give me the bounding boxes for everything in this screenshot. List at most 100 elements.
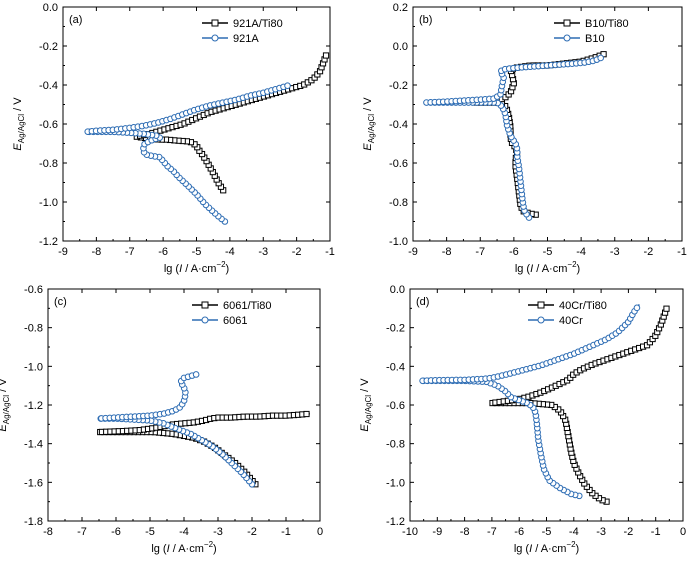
x-tick-label: -7 [475, 246, 485, 258]
y-tick-label: -1.0 [386, 477, 405, 489]
x-tick-label: -1 [325, 246, 335, 258]
data-marker [284, 82, 291, 90]
y-tick-label: -0.6 [386, 400, 405, 412]
legend-label: 921A/Ti80 [233, 18, 283, 30]
y-axis-label: EAg/AgCl / V [362, 97, 376, 151]
x-tick-label: -8 [460, 526, 470, 538]
y-tick-label: 0.0 [43, 2, 58, 14]
y-tick-label: -0.2 [39, 41, 58, 53]
y-tick-label: -1.2 [39, 236, 58, 248]
data-marker [303, 410, 310, 418]
series-line-B10/Ti80 [476, 53, 605, 216]
y-tick-label: -1.0 [389, 236, 408, 248]
x-tick-label: -5 [542, 526, 552, 538]
chart-panel-4: -10 -9 -8 -7 -6 -5 -4 -3 -2 -1 00.0-0.2-0.4-0.6-0.… [359, 284, 686, 555]
x-tick-label: -3 [213, 526, 223, 538]
legend-marker [211, 19, 219, 27]
y-tick-label: -1.0 [39, 197, 58, 209]
y-tick-label: -0.8 [39, 158, 58, 170]
chart-panel-1: -9 -8 -7 -6 -5 -4 -3 -2 -1 0.0 -0.2 -0.4 -0.6 -0.8 -1.… [12, 2, 335, 275]
y-tick-label: -0.6 [39, 119, 58, 131]
x-tick-label: -4 [179, 526, 189, 538]
panel-label: (a) [69, 14, 82, 26]
x-tick-label: -8 [43, 526, 53, 538]
x-tick-label: -8 [442, 246, 452, 258]
x-tick-label: -2 [247, 526, 257, 538]
data-marker [597, 54, 604, 62]
y-tick-label: -0.4 [39, 80, 58, 92]
legend-marker [537, 316, 545, 324]
x-tick-label: -9 [58, 246, 68, 258]
series-line-921A [86, 84, 291, 223]
legend-label: B10/Ti80 [585, 18, 629, 30]
x-tick-label: -1 [281, 526, 291, 538]
y-tick-label: -1.8 [24, 516, 43, 528]
x-tick-label: -2 [643, 246, 653, 258]
y-tick-label: -1.0 [24, 361, 43, 373]
y-tick-label: 0.0 [390, 284, 405, 296]
legend-label: 921A [233, 33, 259, 45]
x-tick-label: -6 [111, 526, 121, 538]
x-tick-label: -5 [192, 246, 202, 258]
y-tick-label: -0.8 [24, 323, 43, 335]
chart-panel-3: -8 -7 -6 -5 -4 -3 -2 -1 0 -0.6 -0.8 -1.0 -1.2 -1.4 -1.… [0, 284, 323, 555]
x-tick-label: -3 [258, 246, 268, 258]
x-tick-label: -1 [677, 246, 687, 258]
y-axis-label: EAg/AgCl / V [12, 97, 26, 151]
x-axis-label: lg (I / A·cm−2) [514, 540, 579, 555]
legend-label: 40Cr/Ti80 [559, 300, 607, 312]
y-tick-label: -0.8 [389, 197, 408, 209]
x-tick-label: -2 [624, 526, 634, 538]
y-tick-label: -0.4 [389, 119, 408, 131]
x-tick-label: -6 [509, 246, 519, 258]
x-tick-label: -9 [408, 246, 418, 258]
legend-label: 40Cr [559, 315, 583, 327]
x-tick-label: -9 [432, 526, 442, 538]
x-tick-label: -4 [576, 246, 586, 258]
data-marker [192, 371, 200, 378]
x-tick-label: -4 [225, 246, 235, 258]
legend-label: B10 [585, 33, 605, 45]
legend-marker [201, 316, 209, 324]
data-marker [633, 304, 641, 312]
panel-label: (d) [416, 296, 429, 308]
y-tick-label: 0.2 [393, 2, 408, 14]
legend-marker [563, 34, 571, 42]
plot-frame [412, 6, 683, 242]
legend-marker [201, 301, 209, 309]
y-tick-label: -0.4 [386, 361, 405, 373]
x-tick-label: 0 [680, 526, 686, 538]
x-tick-label: -10 [402, 526, 418, 538]
x-tick-label: 0 [317, 526, 323, 538]
legend-label: 6061 [223, 315, 247, 327]
x-tick-label: -3 [596, 526, 606, 538]
legend-marker [563, 19, 571, 27]
x-tick-label: -2 [292, 246, 302, 258]
x-tick-label: -7 [77, 526, 87, 538]
x-axis-label: lg (I / A·cm−2) [151, 540, 216, 555]
x-tick-label: -4 [569, 526, 579, 538]
x-axis-label: lg (I / A·cm−2) [164, 260, 229, 275]
chart-panel-2: -9 -8 -7 -6 -5 -4 -3 -2 -1 0.2 0.0 -0.2 -0.4 -0.6 -0.8… [362, 2, 687, 275]
x-axis-label: lg (I / A·cm−2) [515, 260, 580, 275]
y-tick-label: -1.6 [24, 477, 43, 489]
y-axis-label: EAg/AgCl / V [0, 378, 11, 432]
y-tick-label: -0.2 [389, 80, 408, 92]
x-tick-label: -5 [543, 246, 553, 258]
y-tick-label: -1.4 [24, 439, 43, 451]
legend-label: 6061/Ti80 [223, 300, 272, 312]
x-tick-label: -3 [610, 246, 620, 258]
legend-marker [211, 34, 219, 42]
y-tick-label: -1.2 [386, 516, 405, 528]
y-tick-label: 0.0 [393, 41, 408, 53]
y-tick-label: -0.8 [386, 439, 405, 451]
panel-label: (b) [419, 14, 432, 26]
data-marker [663, 305, 670, 312]
y-tick-label: -0.2 [386, 323, 405, 335]
y-tick-label: -1.2 [24, 400, 43, 412]
plot-frame [62, 6, 331, 242]
x-tick-label: -5 [145, 526, 155, 538]
x-tick-label: -1 [651, 526, 661, 538]
x-tick-label: -7 [125, 246, 135, 258]
